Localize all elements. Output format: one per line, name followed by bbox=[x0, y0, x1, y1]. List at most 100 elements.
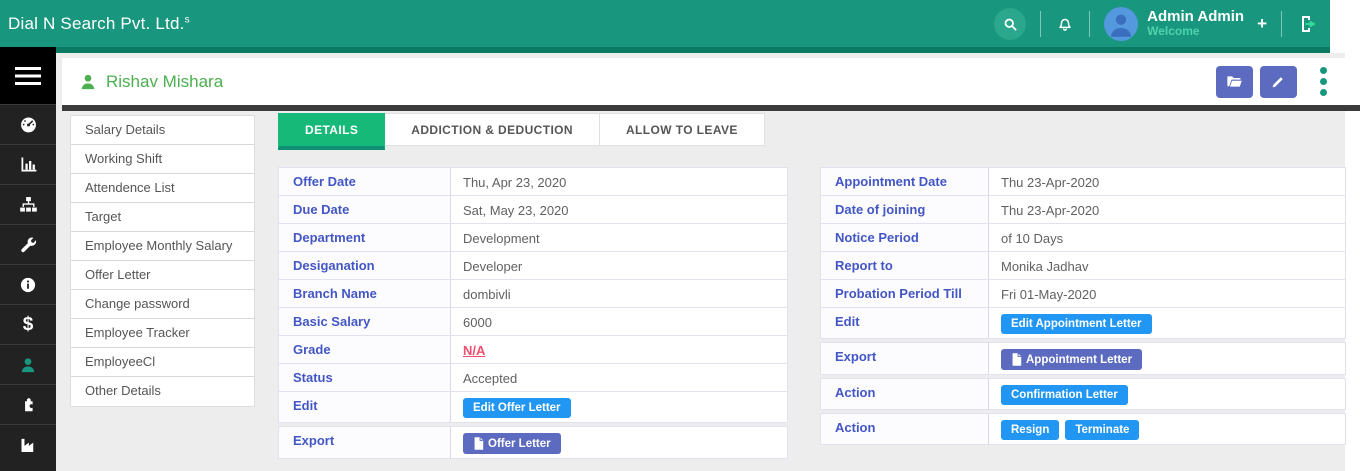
sidebar-item-reports[interactable] bbox=[0, 144, 56, 184]
row-label: Action bbox=[821, 379, 989, 409]
appointment-details-table: Appointment Date Thu 23-Apr-2020 Date of… bbox=[820, 167, 1346, 445]
employee-name: Rishav Mishara bbox=[106, 71, 224, 91]
row-label: Edit bbox=[821, 308, 989, 338]
top-header-bar: Dial N Search Pvt. Ltd.s Admin Admin Wel… bbox=[0, 0, 1330, 47]
export-offer-letter-button[interactable]: Offer Letter bbox=[463, 433, 561, 454]
person-icon bbox=[18, 355, 38, 375]
menu-item-salary-details[interactable]: Salary Details bbox=[71, 116, 254, 145]
sidebar-item-modules[interactable] bbox=[0, 384, 56, 424]
row-value: Accepted bbox=[463, 371, 518, 386]
row-label: Date of joining bbox=[821, 196, 989, 223]
row-value: Sat, May 23, 2020 bbox=[463, 203, 569, 218]
sidebar-item-company[interactable] bbox=[0, 424, 56, 464]
sidebar-item-hierarchy[interactable] bbox=[0, 184, 56, 224]
header-divider bbox=[1089, 10, 1091, 37]
row-label: Desiganation bbox=[279, 252, 451, 279]
notifications-button[interactable] bbox=[1055, 14, 1075, 34]
row-value: Monika Jadhav bbox=[1001, 259, 1089, 274]
export-appointment-letter-button[interactable]: Appointment Letter bbox=[1001, 349, 1143, 370]
employee-person-icon bbox=[78, 72, 98, 92]
bell-icon bbox=[1055, 14, 1075, 34]
sidebar-item-employee-active[interactable] bbox=[0, 344, 56, 384]
menu-item-change-password[interactable]: Change password bbox=[71, 290, 254, 319]
row-label: Offer Date bbox=[279, 168, 451, 195]
menu-item-employee-tracker[interactable]: Employee Tracker bbox=[71, 319, 254, 348]
pdf-icon bbox=[1011, 353, 1022, 366]
menu-item-offer-letter[interactable]: Offer Letter bbox=[71, 261, 254, 290]
add-button[interactable]: + bbox=[1257, 13, 1267, 33]
table-row: Branch Name dombivli bbox=[278, 279, 788, 308]
row-value: dombivli bbox=[463, 287, 511, 302]
sidebar-item-info[interactable] bbox=[0, 264, 56, 304]
open-folder-button[interactable] bbox=[1216, 65, 1253, 98]
dot-icon bbox=[1320, 89, 1327, 96]
dot-icon bbox=[1320, 67, 1327, 74]
row-label: Report to bbox=[821, 252, 989, 279]
table-row: Report to Monika Jadhav bbox=[820, 251, 1346, 280]
pdf-icon bbox=[473, 437, 484, 450]
edit-offer-letter-button[interactable]: Edit Offer Letter bbox=[463, 398, 571, 418]
table-row: Edit Edit Offer Letter bbox=[278, 391, 788, 423]
app-title-superscript: s bbox=[184, 13, 190, 25]
tab-addiction-deduction[interactable]: ADDICTION & DEDUCTION bbox=[385, 113, 600, 146]
menu-item-other-details[interactable]: Other Details bbox=[71, 377, 254, 406]
table-row: Action Resign Terminate bbox=[820, 413, 1346, 445]
user-menu[interactable]: Admin Admin Welcome + bbox=[1104, 6, 1267, 41]
row-label: Due Date bbox=[279, 196, 451, 223]
menu-item-employeecl[interactable]: EmployeeCl bbox=[71, 348, 254, 377]
info-icon bbox=[18, 275, 38, 295]
table-row: Department Development bbox=[278, 223, 788, 252]
confirmation-letter-button[interactable]: Confirmation Letter bbox=[1001, 385, 1128, 405]
icon-sidebar: $ bbox=[0, 47, 56, 471]
row-label: Basic Salary bbox=[279, 308, 451, 335]
dollar-icon: $ bbox=[22, 313, 34, 335]
row-value: Development bbox=[463, 231, 540, 246]
wrench-icon bbox=[18, 235, 38, 255]
edit-employee-button[interactable] bbox=[1260, 65, 1297, 98]
terminate-button[interactable]: Terminate bbox=[1065, 420, 1140, 440]
logout-button[interactable] bbox=[1296, 12, 1320, 36]
row-value: Developer bbox=[463, 259, 523, 274]
header-divider bbox=[1040, 10, 1042, 37]
row-label: Status bbox=[279, 364, 451, 391]
table-row: Basic Salary 6000 bbox=[278, 307, 788, 336]
sidebar-item-finance[interactable]: $ bbox=[0, 304, 56, 344]
resign-button[interactable]: Resign bbox=[1001, 420, 1060, 440]
edit-appointment-letter-button[interactable]: Edit Appointment Letter bbox=[1001, 314, 1152, 334]
row-label: Probation Period Till bbox=[821, 280, 989, 307]
menu-item-attendence-list[interactable]: Attendence List bbox=[71, 174, 254, 203]
search-button[interactable] bbox=[994, 7, 1027, 40]
row-value: 6000 bbox=[463, 315, 492, 330]
row-label: Notice Period bbox=[821, 224, 989, 251]
tab-details[interactable]: DETAILS bbox=[278, 113, 386, 150]
offer-details-table: Offer Date Thu, Apr 23, 2020 Due Date Sa… bbox=[278, 167, 788, 459]
bar-chart-icon bbox=[18, 154, 39, 175]
row-label: Action bbox=[821, 414, 989, 444]
detail-tabs: DETAILS ADDICTION & DEDUCTION ALLOW TO L… bbox=[278, 113, 765, 150]
row-value: Thu 23-Apr-2020 bbox=[1001, 203, 1100, 218]
row-label: Appointment Date bbox=[821, 168, 989, 195]
row-label: Department bbox=[279, 224, 451, 251]
more-options-button[interactable] bbox=[1316, 65, 1331, 98]
tab-allow-to-leave[interactable]: ALLOW TO LEAVE bbox=[599, 113, 765, 146]
menu-item-target[interactable]: Target bbox=[71, 203, 254, 232]
user-name: Admin Admin bbox=[1147, 7, 1245, 25]
table-row: Edit Edit Appointment Letter bbox=[820, 307, 1346, 339]
sidebar-item-settings[interactable] bbox=[0, 224, 56, 264]
row-value: of 10 Days bbox=[1001, 231, 1064, 246]
row-value: Thu 23-Apr-2020 bbox=[1001, 175, 1100, 190]
table-row: Export Offer Letter bbox=[278, 426, 788, 459]
grade-na-link[interactable]: N/A bbox=[463, 343, 486, 358]
table-row: Date of joining Thu 23-Apr-2020 bbox=[820, 195, 1346, 224]
row-label: Export bbox=[821, 343, 989, 374]
sidebar-item-dashboard[interactable] bbox=[0, 104, 56, 144]
row-label: Grade bbox=[279, 336, 451, 363]
folder-open-icon bbox=[1225, 72, 1244, 91]
row-label: Edit bbox=[279, 392, 451, 422]
avatar bbox=[1104, 6, 1139, 41]
menu-item-employee-monthly-salary[interactable]: Employee Monthly Salary bbox=[71, 232, 254, 261]
menu-item-working-shift[interactable]: Working Shift bbox=[71, 145, 254, 174]
header-bottom-strip bbox=[56, 47, 1330, 53]
sidebar-toggle-button[interactable] bbox=[0, 47, 56, 104]
app-title: Dial N Search Pvt. Ltd.s bbox=[8, 13, 190, 33]
